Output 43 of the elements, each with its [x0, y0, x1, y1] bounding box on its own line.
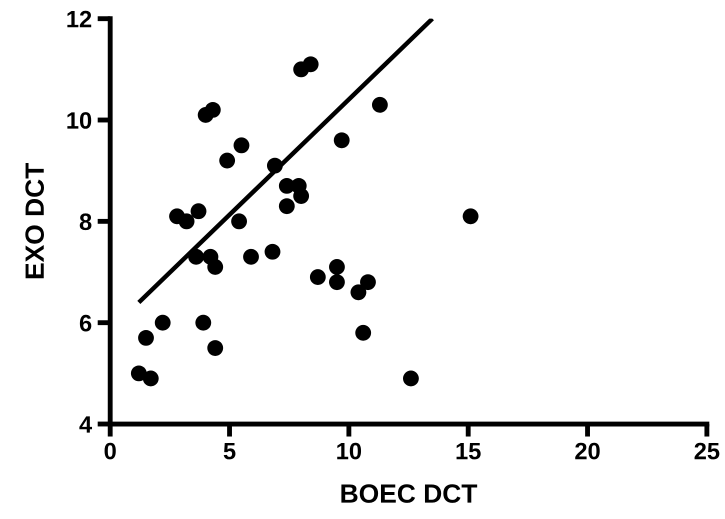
point [329, 259, 345, 275]
point [219, 152, 236, 168]
point [234, 137, 250, 154]
y-tick-label: 6 [80, 314, 92, 332]
point [266, 158, 283, 174]
point [302, 56, 319, 72]
point [293, 188, 310, 204]
point [278, 198, 295, 214]
point [350, 284, 366, 300]
point [188, 248, 204, 265]
point [355, 324, 372, 341]
point [195, 314, 212, 331]
point [264, 244, 280, 260]
x-tick-label: 10 [337, 442, 362, 460]
point [138, 330, 154, 346]
y-axis-title: EXO DCT [25, 162, 44, 278]
point [334, 132, 350, 148]
x-axis-title: BOEC DCT [341, 484, 478, 503]
point [310, 269, 326, 286]
y-tick-label: 8 [80, 213, 92, 230]
point [190, 203, 206, 220]
point [329, 274, 345, 290]
x-tick-label: 0 [104, 442, 116, 460]
x-tick-label: 25 [694, 442, 720, 460]
point [403, 370, 419, 386]
point [360, 274, 376, 290]
x-tick-label: 5 [224, 442, 236, 460]
point [130, 365, 147, 382]
point [178, 213, 194, 230]
point [154, 314, 171, 331]
y-tick-label: 10 [67, 112, 92, 129]
y-tick-label: 12 [67, 10, 92, 28]
point [243, 248, 259, 265]
x-tick-label: 15 [456, 442, 481, 460]
point [204, 102, 221, 118]
point [142, 370, 159, 386]
point [207, 340, 224, 356]
point [231, 213, 247, 230]
y-tick-label: 4 [79, 416, 92, 433]
point [207, 259, 224, 275]
x-tick-label: 20 [575, 442, 600, 460]
point [372, 96, 388, 113]
point [462, 208, 479, 224]
